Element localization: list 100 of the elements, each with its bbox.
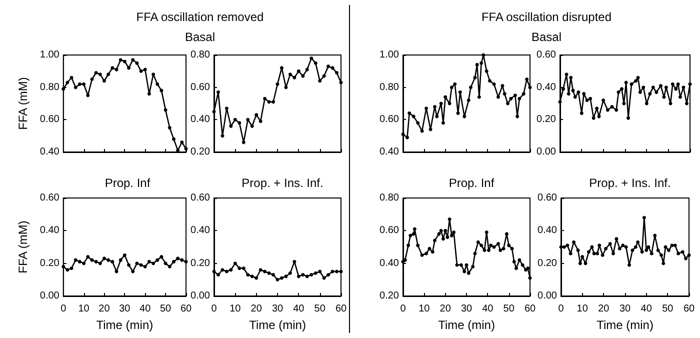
- x-tick-label: 30: [119, 304, 131, 314]
- chart-subtitle: Basal: [530, 29, 563, 45]
- x-tick-label: 40: [140, 304, 152, 314]
- point: [640, 250, 644, 254]
- point: [648, 92, 652, 96]
- point: [292, 76, 296, 80]
- point: [305, 274, 309, 278]
- point: [74, 86, 78, 90]
- point: [585, 98, 589, 102]
- point: [616, 90, 620, 94]
- point: [441, 121, 445, 125]
- point: [518, 258, 522, 262]
- point: [184, 260, 188, 264]
- point: [280, 276, 284, 280]
- x-tick-label: 50: [314, 304, 326, 314]
- point: [500, 84, 504, 88]
- y-tick-label: 0.40: [380, 258, 400, 269]
- point: [506, 102, 510, 106]
- x-tick-label: 60: [335, 304, 347, 314]
- point: [446, 235, 450, 239]
- y-tick-label: 0.80: [190, 50, 210, 60]
- x-tick-label: 10: [230, 304, 242, 314]
- point: [614, 108, 618, 112]
- y-tick-label: 0.40: [380, 146, 400, 158]
- point: [267, 100, 271, 104]
- point: [473, 252, 477, 256]
- y-tick-label: 0.20: [40, 258, 60, 269]
- point: [220, 134, 224, 138]
- y-tick-label: 0.80: [380, 192, 400, 204]
- x-tick-label: 0: [211, 304, 218, 314]
- point: [292, 260, 296, 264]
- point: [335, 71, 339, 75]
- point: [630, 248, 634, 252]
- point: [66, 268, 70, 272]
- point: [588, 96, 592, 100]
- y-tick-label: 0.60: [380, 225, 400, 236]
- point: [242, 140, 246, 144]
- point: [610, 104, 614, 108]
- point: [628, 263, 632, 267]
- point: [564, 72, 568, 76]
- point: [110, 66, 114, 70]
- point: [139, 69, 143, 73]
- point: [568, 252, 572, 256]
- y-tick-label: 0.40: [40, 146, 60, 158]
- x-tick-label: 0: [60, 304, 67, 314]
- point: [664, 86, 668, 90]
- point: [642, 216, 646, 220]
- x-tick-label: 50: [662, 304, 674, 314]
- point: [310, 273, 314, 277]
- x-tick-label: 40: [640, 304, 652, 314]
- point: [618, 246, 622, 250]
- point: [301, 273, 305, 277]
- y-tick-label: 0.00: [40, 290, 60, 302]
- point: [496, 242, 500, 246]
- point: [620, 87, 624, 91]
- x-axis-title: Time (min): [438, 318, 495, 332]
- chart-title: Prop. + Ins. Inf.: [589, 176, 671, 190]
- point: [143, 264, 147, 268]
- point: [98, 262, 102, 266]
- point: [484, 230, 488, 234]
- point: [444, 95, 448, 99]
- point: [636, 240, 640, 244]
- point: [462, 114, 466, 118]
- point: [512, 260, 516, 264]
- point: [276, 82, 280, 86]
- chart-title: Prop. + Ins. Inf.: [242, 176, 324, 190]
- point: [401, 132, 405, 136]
- point: [156, 82, 160, 86]
- point: [688, 82, 692, 86]
- point: [433, 104, 436, 108]
- point: [131, 270, 135, 274]
- point: [468, 86, 472, 90]
- point: [233, 262, 237, 266]
- point: [471, 264, 475, 268]
- point: [592, 116, 596, 120]
- point: [430, 250, 434, 254]
- point: [78, 82, 82, 86]
- y-axis-title: FFA (mM): [16, 77, 30, 130]
- point: [254, 276, 258, 280]
- point: [518, 96, 522, 100]
- point: [176, 256, 180, 260]
- x-tick-label: 40: [482, 304, 494, 314]
- point: [642, 86, 646, 90]
- point: [573, 95, 577, 99]
- point: [582, 92, 586, 96]
- point: [477, 95, 481, 99]
- chart-title: FFA oscillation disrupted: [480, 9, 613, 25]
- point: [74, 258, 78, 262]
- point: [624, 80, 628, 84]
- point: [110, 260, 114, 264]
- point: [484, 69, 488, 73]
- point: [450, 86, 454, 90]
- y-tick-label: 0.60: [536, 50, 556, 60]
- point: [301, 74, 305, 78]
- point: [660, 253, 664, 257]
- point: [439, 228, 443, 232]
- point: [416, 244, 420, 248]
- point: [673, 244, 677, 248]
- point: [653, 234, 657, 238]
- point: [614, 237, 618, 241]
